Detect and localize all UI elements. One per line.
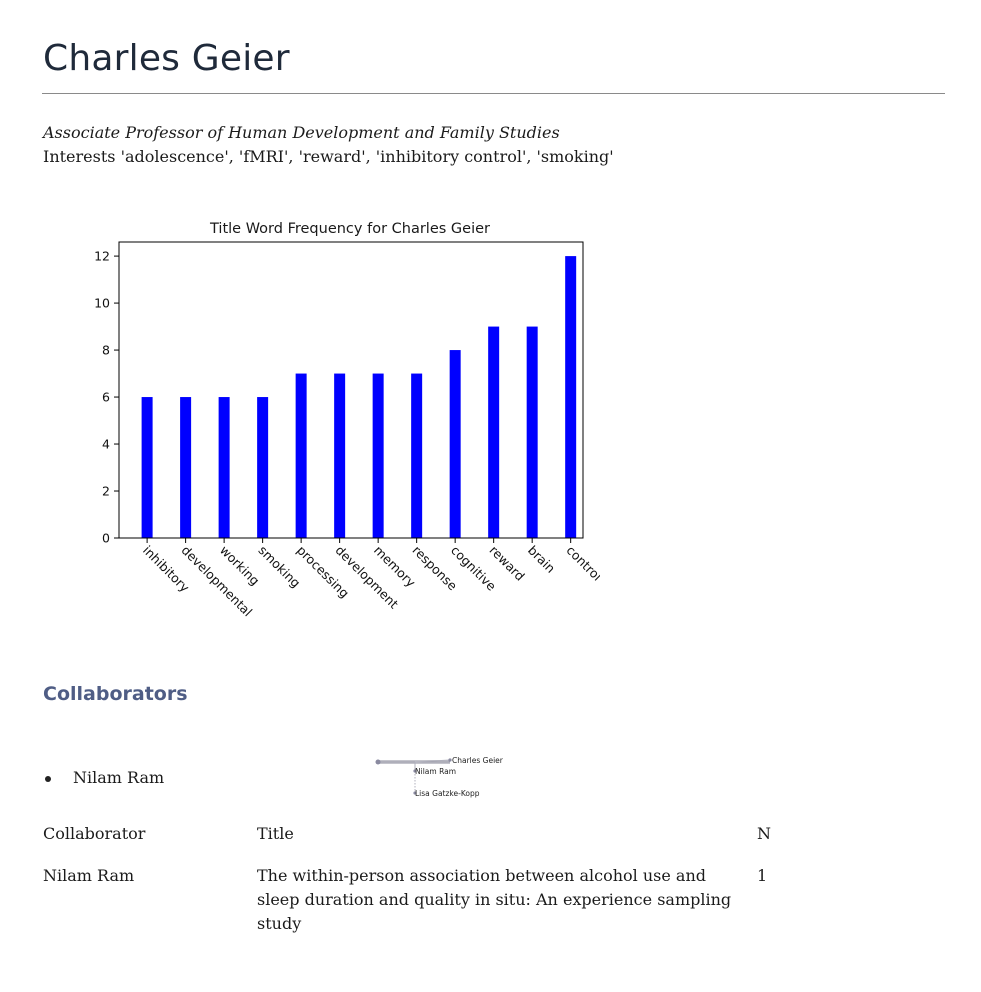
y-tick-label: 8 <box>102 343 110 358</box>
bar-developmental <box>180 397 191 538</box>
bar-cognitive <box>450 350 461 538</box>
interests-line: Interests 'adolescence', 'fMRI', 'reward… <box>43 147 614 166</box>
list-item: Nilam Ram <box>43 768 164 787</box>
y-tick-label: 2 <box>102 484 110 499</box>
faculty-title: Associate Professor of Human Development… <box>43 123 560 142</box>
title-divider <box>42 93 945 94</box>
bar-development <box>334 374 345 538</box>
bar-reward <box>488 327 499 538</box>
y-tick-label: 4 <box>102 437 110 452</box>
table-cell-collaborator: Nilam Ram <box>43 864 134 888</box>
table-cell-title: The within-person association between al… <box>257 864 747 936</box>
network-node-label: Charles Geier <box>452 756 504 765</box>
network-node-label: Lisa Gatzke-Kopp <box>415 789 480 798</box>
network-node-label: Nilam Ram <box>415 767 456 776</box>
collaborators-heading: Collaborators <box>43 683 188 705</box>
y-tick-label: 12 <box>94 249 110 264</box>
bar-smoking <box>257 397 268 538</box>
x-tick-label: control <box>564 543 600 584</box>
bar-processing <box>296 374 307 538</box>
y-tick-label: 10 <box>94 296 110 311</box>
word-frequency-chart: Title Word Frequency for Charles Geier 0… <box>60 210 600 630</box>
bar-brain <box>527 327 538 538</box>
bar-response <box>411 374 422 538</box>
y-tick-label: 6 <box>102 390 110 405</box>
x-tick-label: brain <box>525 543 558 576</box>
chart-title: Title Word Frequency for Charles Geier <box>209 221 490 237</box>
y-tick-label: 0 <box>102 531 110 546</box>
page-title: Charles Geier <box>43 38 290 79</box>
bar-control <box>565 256 576 538</box>
bar-inhibitory <box>142 397 153 538</box>
chart-x-axis: inhibitorydevelopmentalworkingsmokingpro… <box>140 538 600 619</box>
table-cell-n: 1 <box>757 864 767 888</box>
collaboration-network: Charles Geier Nilam Ram Lisa Gatzke-Kopp <box>370 750 530 802</box>
network-node <box>376 760 381 765</box>
bar-working <box>219 397 230 538</box>
collaborator-list: Nilam Ram <box>43 768 164 787</box>
chart-y-axis: 0 2 4 6 8 10 12 <box>94 249 119 546</box>
bar-memory <box>373 374 384 538</box>
table-header-title: Title <box>257 822 294 846</box>
chart-bars <box>142 256 577 538</box>
table-header-n: N <box>757 822 771 846</box>
table-header-collaborator: Collaborator <box>43 822 145 846</box>
